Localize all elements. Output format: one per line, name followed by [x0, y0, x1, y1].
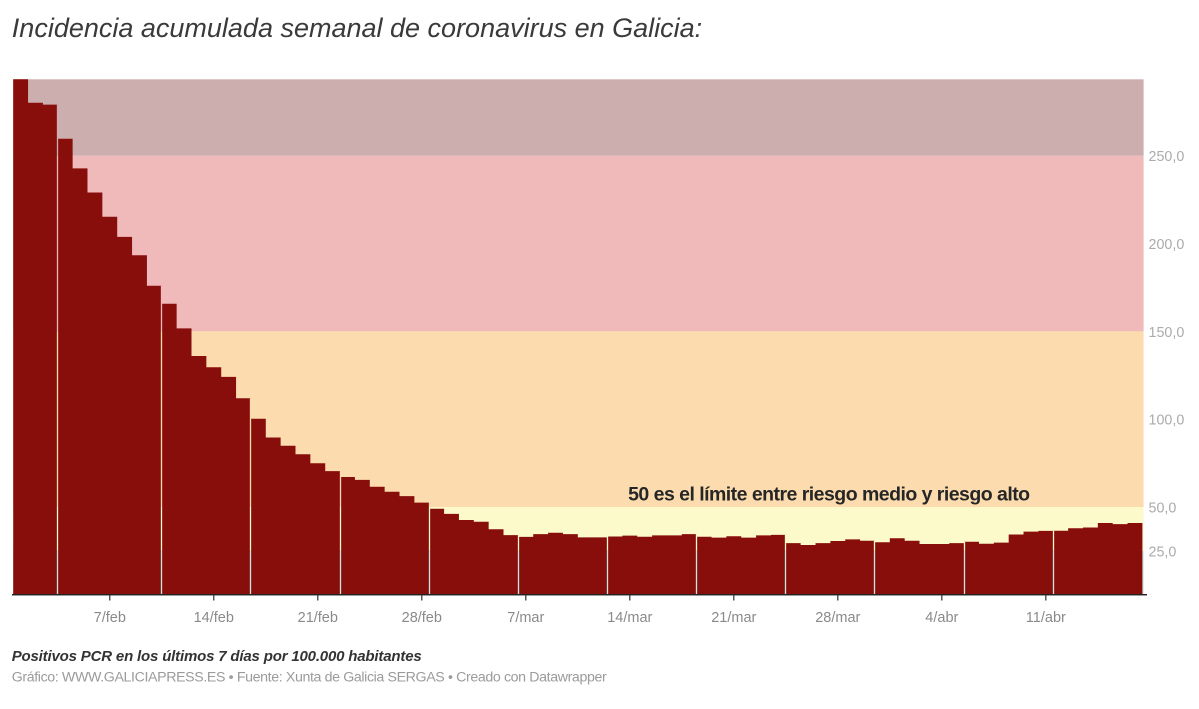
svg-text:28/mar: 28/mar: [815, 610, 860, 626]
svg-text:100,0: 100,0: [1149, 413, 1185, 429]
svg-text:28/feb: 28/feb: [402, 610, 442, 626]
svg-text:150,0: 150,0: [1149, 325, 1185, 341]
svg-text:7/mar: 7/mar: [507, 610, 544, 626]
svg-text:21/feb: 21/feb: [298, 610, 338, 626]
svg-text:Gráfico: WWW.GALICIAPRESS.ES •: Gráfico: WWW.GALICIAPRESS.ES • Fuente: X…: [12, 670, 607, 686]
svg-text:21/mar: 21/mar: [711, 610, 756, 626]
svg-text:14/mar: 14/mar: [607, 610, 652, 626]
svg-text:Incidencia acumulada semanal d: Incidencia acumulada semanal de coronavi…: [12, 13, 702, 43]
svg-text:25,0: 25,0: [1149, 544, 1177, 560]
svg-text:50 es el límite entre riesgo m: 50 es el límite entre riesgo medio y rie…: [628, 484, 1030, 506]
svg-text:7/feb: 7/feb: [94, 610, 126, 626]
svg-text:14/feb: 14/feb: [194, 610, 234, 626]
svg-text:50,0: 50,0: [1149, 500, 1177, 516]
svg-text:200,0: 200,0: [1149, 237, 1185, 253]
svg-text:Positivos PCR en los últimos 7: Positivos PCR en los últimos 7 días por …: [12, 648, 422, 665]
svg-text:11/abr: 11/abr: [1026, 610, 1066, 626]
svg-text:4/abr: 4/abr: [925, 610, 958, 626]
svg-text:250,0: 250,0: [1149, 149, 1185, 165]
